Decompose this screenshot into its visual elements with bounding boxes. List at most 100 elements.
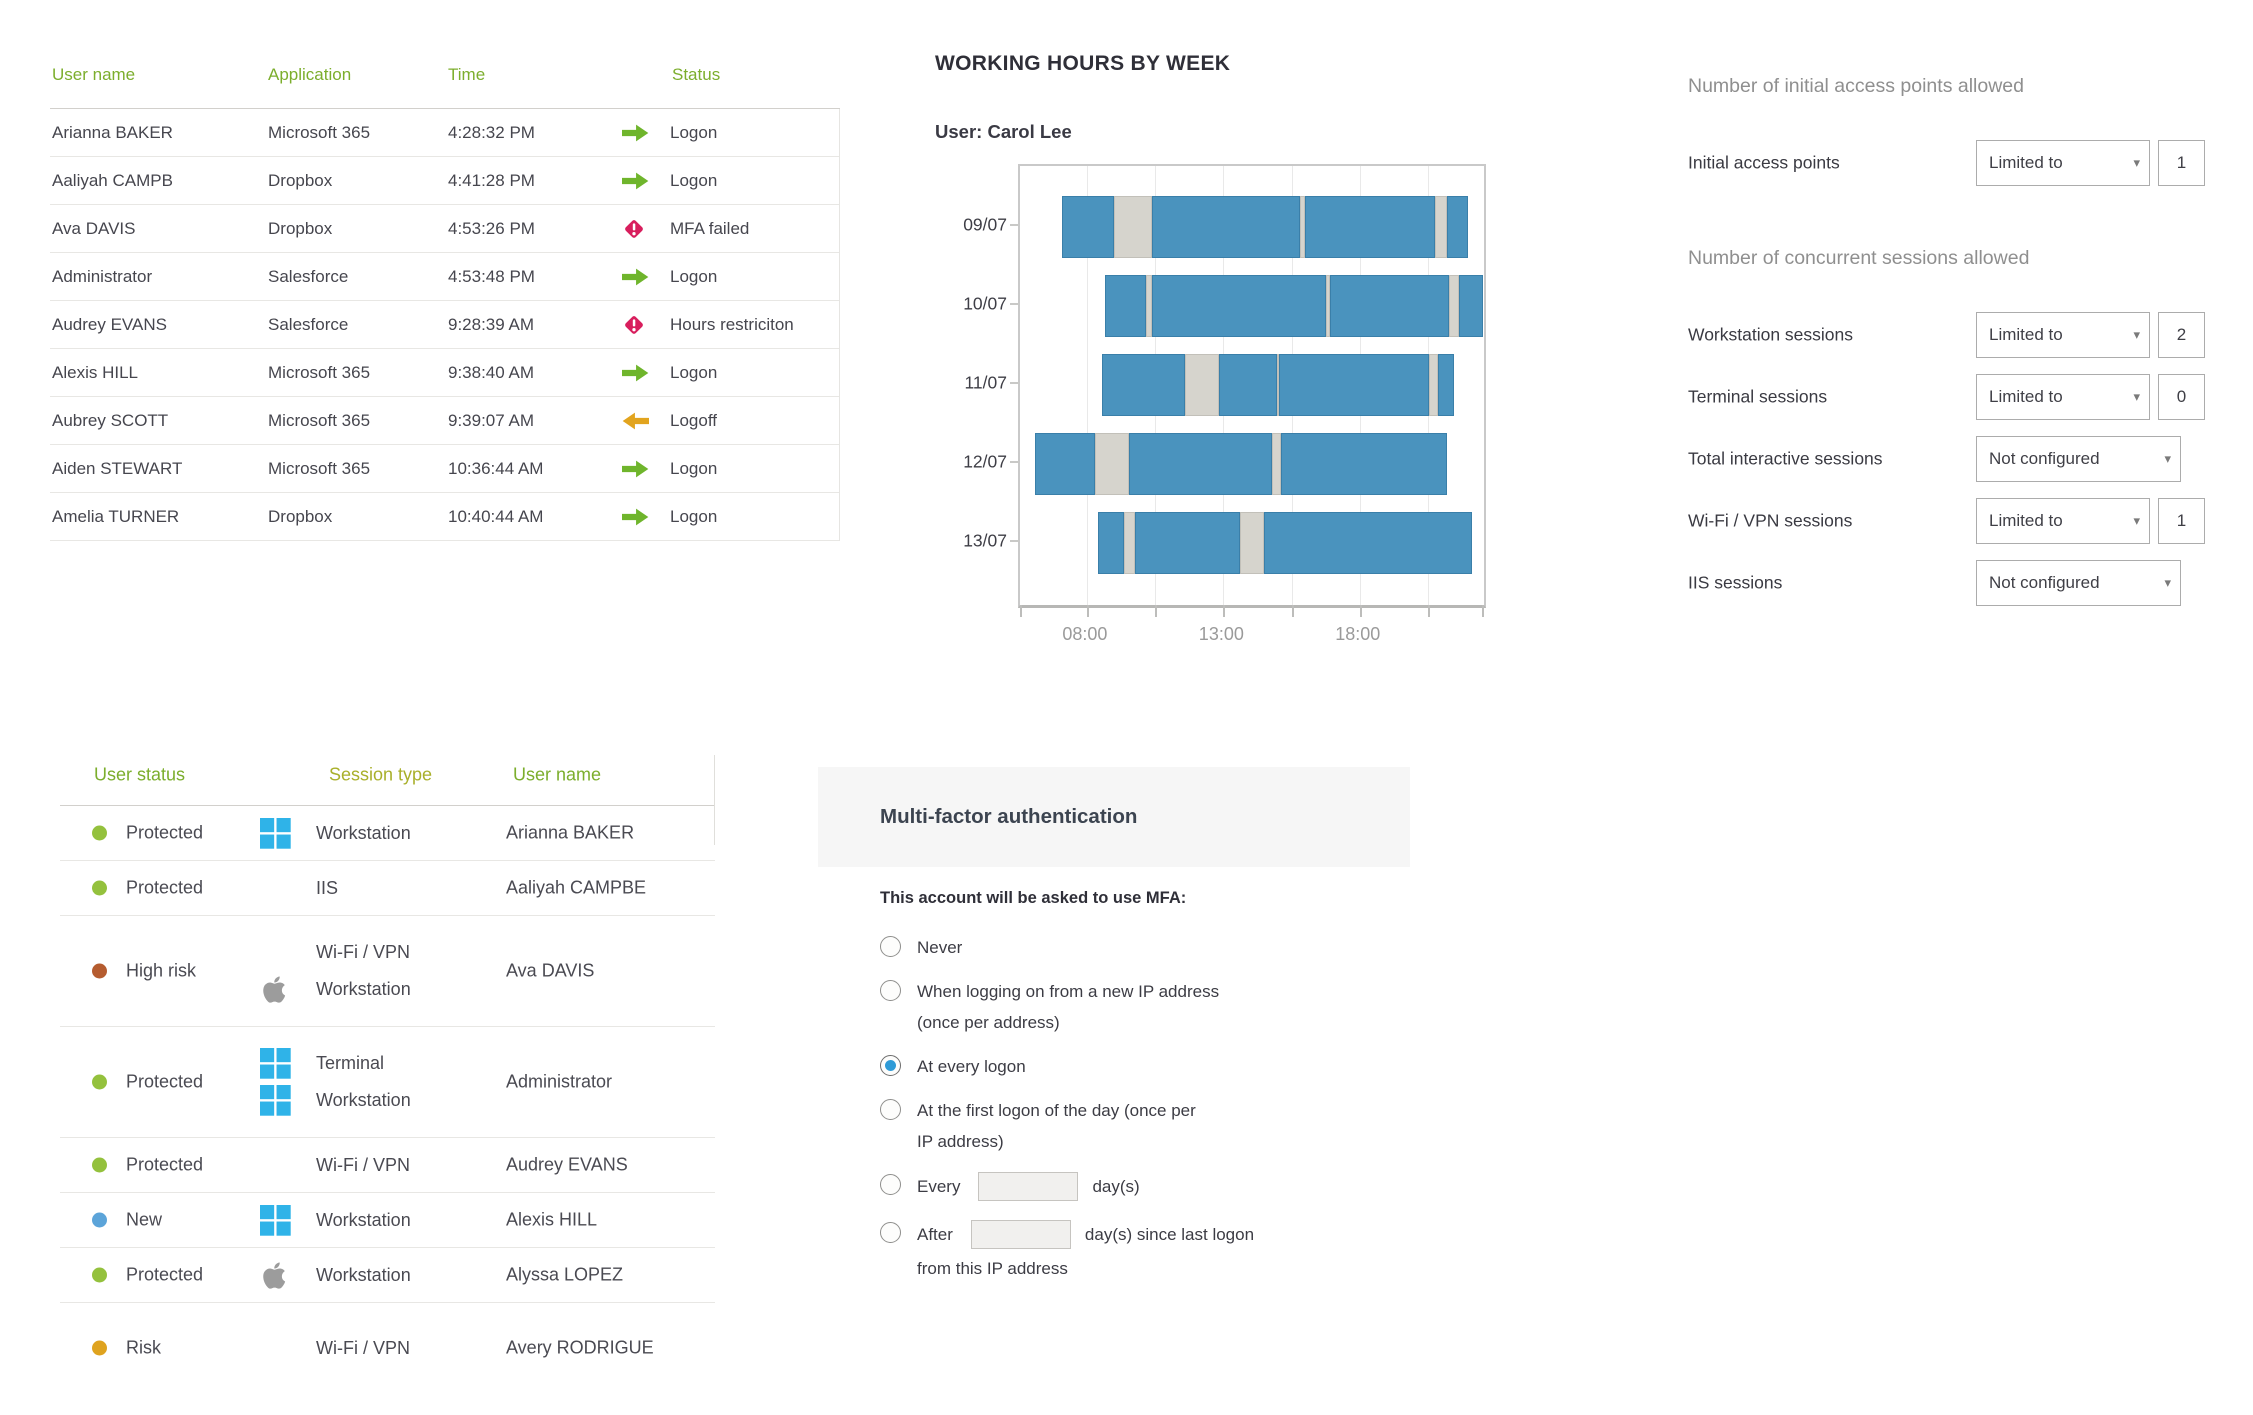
chevron-down-icon: ▾ [2133, 327, 2140, 342]
logon-row[interactable]: Aiden STEWART Microsoft 365 10:36:44 AM Log… [50, 445, 839, 493]
column-header-user-name[interactable]: User name [52, 65, 136, 84]
mfa-days-input[interactable] [978, 1172, 1079, 1201]
mfa-option[interactable]: Never [880, 935, 1410, 960]
chart-user-line: User: Carol Lee [935, 116, 1072, 148]
mfa-option-label: After day(s) since last logon [917, 1220, 1254, 1249]
session-segment [1437, 354, 1454, 416]
limit-mode-dropdown[interactable]: Not configured ▾ [1976, 436, 2181, 482]
mfa-option[interactable]: Every day(s) [880, 1172, 1410, 1202]
user-status-label: New [126, 1209, 163, 1230]
session-segment [1101, 354, 1186, 416]
y-axis-tick [1010, 303, 1019, 305]
idle-segment [1095, 433, 1130, 495]
limit-value-input[interactable]: 1 [2158, 140, 2205, 186]
session-type-label: Workstation [316, 822, 411, 843]
logon-time: 10:40:44 AM [448, 506, 544, 526]
limit-mode-text: Not configured [1989, 573, 2100, 592]
protected-accounts-table: User status Session type User name Prote… [60, 745, 715, 1375]
logon-user-name: Administrator [52, 266, 153, 286]
account-user-name: Aaliyah CAMPBE [506, 877, 647, 898]
user-status-label: Protected [126, 1071, 204, 1092]
account-row[interactable]: Protected Wi-Fi / VPN Audrey EVANS [60, 1138, 715, 1193]
limit-mode-dropdown[interactable]: Limited to ▾ [1976, 374, 2150, 420]
limit-value-input[interactable]: 1 [2158, 498, 2205, 544]
x-axis-tick [1482, 605, 1484, 617]
column-header-time[interactable]: Time [448, 65, 486, 84]
limit-value-input[interactable]: 0 [2158, 374, 2205, 420]
limit-label: Workstation sessions [1688, 324, 1854, 345]
account-user-name: Alyssa LOPEZ [506, 1264, 624, 1285]
mfa-radio[interactable] [880, 1055, 901, 1076]
column-header-user-status[interactable]: User status [94, 764, 186, 785]
x-axis-label: 18:00 [1335, 624, 1381, 644]
accounts-table-rows: Protected Workstation Arianna BAKER Protect… [60, 806, 715, 1375]
logon-status-text: Hours restriciton [670, 314, 794, 334]
mfa-option[interactable]: At every logon [880, 1054, 1410, 1079]
logon-row[interactable]: Ava DAVIS Dropbox 4:53:26 PM MFA failed [50, 205, 839, 253]
logon-row[interactable]: Audrey EVANS Salesforce 9:28:39 AM Hours re… [50, 301, 839, 349]
logon-row[interactable]: Aaliyah CAMPB Dropbox 4:41:28 PM Logon [50, 157, 839, 205]
session-line: Workstation [260, 1204, 411, 1236]
limit-mode-dropdown[interactable]: Limited to ▾ [1976, 140, 2150, 186]
session-segment [1104, 275, 1146, 337]
limit-mode-dropdown[interactable]: Limited to ▾ [1976, 498, 2150, 544]
session-segment [1062, 196, 1115, 258]
logon-row[interactable]: Amelia TURNER Dropbox 10:40:44 AM Logon [50, 493, 839, 541]
session-segment [1129, 433, 1273, 495]
session-limits-panel: Number of initial access points allowed … [1688, 75, 2233, 620]
x-axis-tick [1359, 605, 1362, 617]
logon-row[interactable]: Arianna BAKER Microsoft 365 4:28:32 PM Logo… [50, 109, 839, 157]
logon-row[interactable]: Aubrey SCOTT Microsoft 365 9:39:07 AM Logof… [50, 397, 839, 445]
account-row[interactable]: Protected Workstation Arianna BAKER [60, 806, 715, 861]
account-row[interactable]: Protected IIS Aaliyah CAMPBE [60, 861, 715, 916]
limit-label: Wi-Fi / VPN sessions [1688, 510, 1853, 531]
mfa-days-input[interactable] [970, 1220, 1071, 1249]
column-header-session-type[interactable]: Session type [329, 764, 433, 785]
limit-mode-dropdown[interactable]: Not configured ▾ [1976, 560, 2181, 606]
user-status-dot-protected [92, 1157, 107, 1173]
session-type-label: Terminal [316, 1053, 385, 1073]
column-header-status[interactable]: Status [672, 65, 721, 84]
logon-application: Dropbox [268, 170, 333, 190]
logon-application: Dropbox [268, 506, 333, 526]
windows-icon [260, 817, 316, 849]
account-user-name: Ava DAVIS [506, 960, 595, 981]
logon-row[interactable]: Administrator Salesforce 4:53:48 PM Logon [50, 253, 839, 301]
logon-user-name: Aiden STEWART [52, 458, 183, 478]
account-row[interactable]: High risk Wi-Fi / VPN Workstation Ava DAVIS [60, 916, 715, 1027]
session-type-cell: Wi-Fi / VPN Workstation [260, 916, 411, 1026]
account-row[interactable]: Protected Terminal Workstation Administrato… [60, 1027, 715, 1138]
mfa-radio[interactable] [880, 1099, 901, 1120]
session-type-label: Workstation [316, 1209, 411, 1230]
mfa-radio[interactable] [880, 1222, 901, 1243]
idle-segment [1434, 196, 1448, 258]
logon-row[interactable]: Alexis HILL Microsoft 365 9:38:40 AM Logon [50, 349, 839, 397]
logon-status-text: Logon [670, 362, 718, 382]
column-header-application[interactable]: Application [268, 65, 352, 84]
mfa-radio[interactable] [880, 980, 901, 1001]
mfa-radio[interactable] [880, 1174, 901, 1195]
account-row[interactable]: New Workstation Alexis HILL [60, 1193, 715, 1248]
limit-value-input[interactable]: 2 [2158, 312, 2205, 358]
logon-status-icon [622, 265, 654, 289]
mfa-option[interactable]: At the first logon of the day (once per I… [880, 1098, 1410, 1154]
x-axis-label: 13:00 [1198, 624, 1244, 644]
session-type-cell: Workstation [260, 1193, 411, 1247]
user-status-dot-risk [92, 1340, 107, 1356]
mfa-option[interactable]: When logging on from a new IP address (on… [880, 979, 1410, 1035]
chevron-down-icon: ▾ [2133, 155, 2140, 170]
logon-status-icon [622, 361, 654, 385]
logon-user-name: Audrey EVANS [52, 314, 167, 334]
account-row[interactable]: Risk Wi-Fi / VPN Avery RODRIGUE [60, 1321, 715, 1375]
chevron-down-icon: ▾ [2164, 451, 2171, 466]
mfa-radio[interactable] [880, 936, 901, 957]
logon-time: 4:28:32 PM [448, 122, 535, 142]
limit-label: Terminal sessions [1688, 386, 1828, 407]
account-row[interactable]: Protected Workstation Alyssa LOPEZ [60, 1248, 715, 1303]
mfa-option[interactable]: After day(s) since last logon from this IP… [880, 1220, 1410, 1281]
limit-mode-dropdown[interactable]: Limited to ▾ [1976, 312, 2150, 358]
logon-table-rows: Arianna BAKER Microsoft 365 4:28:32 PM Logo… [50, 109, 840, 541]
session-segment [1219, 354, 1277, 416]
mfa-option-suffix: day(s) [1092, 1176, 1140, 1196]
column-header-user-name[interactable]: User name [513, 764, 602, 785]
